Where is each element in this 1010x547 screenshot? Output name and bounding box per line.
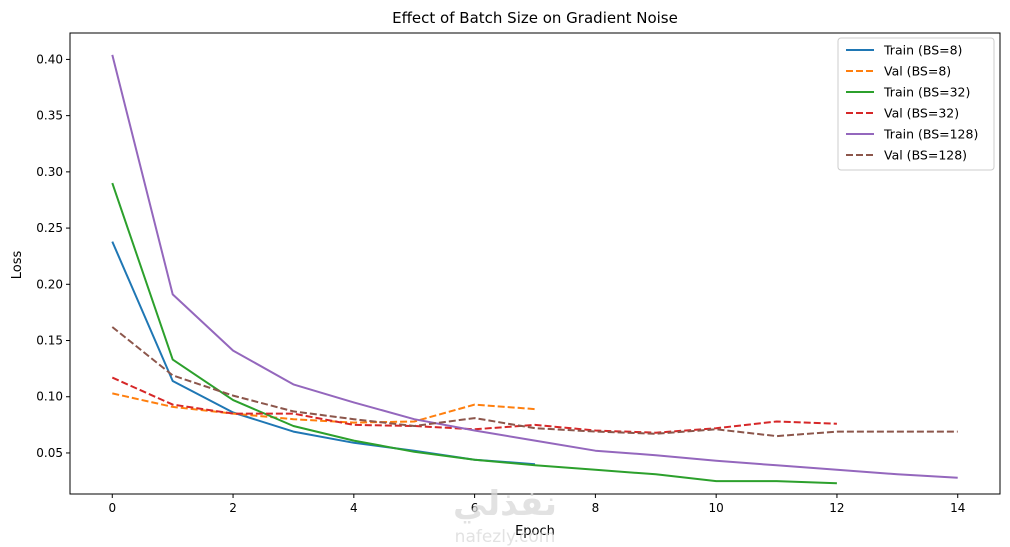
axes: 0 2 4 6 8 10 12 14 0.05 0.10 0.15 0.20 0.25 0.30 0.35 0…	[36, 32, 1001, 515]
legend-box	[837, 37, 995, 171]
legend-label-4: Val (BS=32)	[884, 106, 959, 121]
series-line-6	[111, 326, 958, 438]
watermark: نفذلي nafezly.com	[453, 484, 557, 547]
plot-area	[111, 54, 958, 485]
legend-label-6: Val (BS=128)	[884, 148, 967, 163]
y-axis-title: Loss	[10, 251, 25, 280]
x-tick-label: 10	[709, 501, 724, 515]
legend-label-5: Train (BS=128)	[883, 127, 978, 142]
y-tick-label: 0.40	[36, 52, 63, 66]
x-tick-label: 6	[471, 501, 479, 515]
x-axis-title: Epoch	[515, 524, 555, 539]
series-line-4	[111, 376, 837, 434]
y-tick-label: 0.15	[36, 334, 63, 348]
axes-frame	[69, 32, 1001, 495]
series-line-2	[112, 392, 536, 424]
series-line-3	[111, 182, 837, 485]
legend-label-2: Val (BS=8)	[884, 64, 951, 79]
x-tick-label: 12	[829, 501, 844, 515]
x-tick-label: 14	[950, 501, 965, 515]
legend-label-1: Train (BS=8)	[883, 43, 962, 58]
x-tick-label: 8	[592, 501, 600, 515]
y-tick-label: 0.35	[36, 109, 63, 123]
x-tick-label: 0	[108, 501, 116, 515]
legend: Train (BS=8) Val (BS=8) Train (BS=32) Val (…	[837, 37, 995, 171]
series-line-5	[111, 54, 958, 479]
y-tick-label: 0.25	[36, 221, 63, 235]
watermark-arabic: نفذلي	[453, 484, 557, 524]
y-tick-label: 0.10	[36, 390, 63, 404]
y-tick-label: 0.20	[36, 277, 63, 291]
y-tick-label: 0.30	[36, 165, 63, 179]
chart-title: Effect of Batch Size on Gradient Noise	[392, 9, 678, 27]
watermark-latin: nafezly.com	[455, 527, 556, 547]
x-tick-label: 4	[350, 501, 358, 515]
legend-label-3: Train (BS=32)	[883, 85, 970, 100]
y-tick-label: 0.05	[36, 446, 63, 460]
x-tick-label: 2	[229, 501, 237, 515]
